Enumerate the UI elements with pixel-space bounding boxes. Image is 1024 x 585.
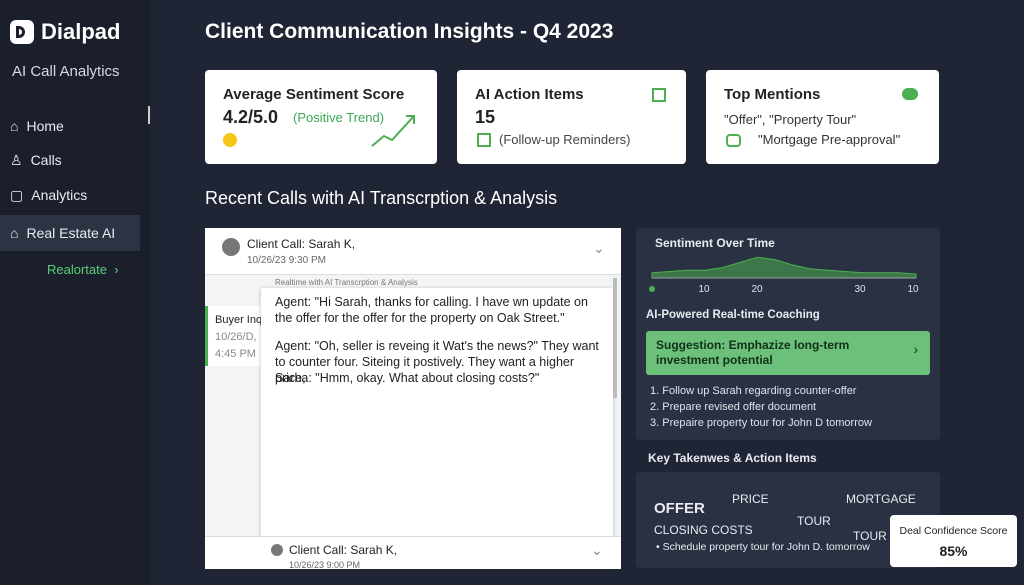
avatar [222,238,240,256]
word: PRICE [732,492,769,506]
call-date: 10/26/23 9:00 PM [289,560,361,570]
nav-label[interactable]: Real Estate AI [26,225,116,241]
brand: Dialpad [41,19,121,44]
card: Average Sentiment Score 4.2/5.0 (Positiv… [205,70,437,164]
x-tick-label: 30 [854,284,866,295]
list-item-date: 10/26/D, [215,331,257,343]
step: 2. Prepare revised offer document [650,401,817,413]
logo [10,20,34,44]
transcript-line: Agent: "Oh, seller is reveing it Wat's t… [275,339,599,385]
takeaways-panel [636,472,940,568]
origin-dot [649,286,655,292]
card-title: Average Sentiment Score [223,86,405,103]
card: Top Mentions "Offer", "Property Tour" "M… [706,70,939,164]
nav-label[interactable]: Calls [30,152,62,168]
list-item-title: Buyer Inq [215,314,263,326]
word: OFFER [654,500,705,517]
word: MORTGAGE [846,492,916,506]
nav-item-active[interactable]: ⌂ Real Estate AI [0,215,140,251]
check-icon [477,133,491,147]
divider [148,106,150,124]
nav-label[interactable]: Analytics [31,187,88,203]
card-title: AI Action Items [475,86,584,103]
card-title: Top Mentions [724,86,821,103]
call-date: 10/26/23 9:30 PM [247,255,326,266]
emoji-icon [223,133,237,147]
confidence-value: 85% [939,543,968,559]
call-title: Client Call: Sarah K, [247,237,356,251]
chat-icon [902,88,918,100]
chevron[interactable]: ⌄ [593,240,605,256]
nav-item[interactable]: ▢ Analytics [10,186,88,204]
sidebar [0,0,150,585]
caption: Realtime with AI Transcrption & Analysis [275,278,418,287]
step: 1. Follow up Sarah regarding counter-off… [650,385,857,397]
avatar [271,544,283,556]
call-footer[interactable] [205,536,621,569]
page-title: Client Communication Insights - Q4 2023 [205,20,614,43]
word: TOUR [797,514,831,528]
x-tick-label: 10 [698,284,710,295]
call-panel: Client Call: Sarah K, 10/26/23 9:30 PM ⌄… [205,228,621,570]
section-title: Recent Calls with AI Transcrption & Anal… [205,188,558,208]
call-title: Client Call: Sarah K, [289,543,398,557]
sub-link-label[interactable]: Realortate [47,262,107,277]
call-header[interactable] [205,228,621,275]
card-value: 15 [475,107,496,127]
list-item-time: 4:45 PM [215,348,256,360]
transcript-line: Sarha: "Hmm, okay. What about closing co… [275,371,540,385]
transcript-line: Agent: "Hi Sarah, thanks for calling. I … [275,295,588,325]
sidebar-subtitle: AI Call Analytics [12,63,120,80]
word: TOUR [853,529,887,543]
x-tick-label: 10 [907,284,919,295]
x-tick-label: 20 [751,284,763,295]
sentiment-chart: 10 20 30 10 [649,256,919,295]
card: AI Action Items 15 (Follow-up Reminders) [457,70,686,164]
trend-icon [371,115,415,147]
mention: "Offer", "Property Tour" [724,112,857,127]
suggestion[interactable]: Suggestion: Emphazize long-term investme… [646,331,930,375]
takeaways-title: Key Takenwes & Action Items [648,451,817,465]
suggestion-text: Suggestion: Emphazize long-term investme… [656,338,850,367]
card-value: 4.2/5.0 [223,107,279,127]
card-note: (Positive Trend) [293,110,385,125]
chevron[interactable]: ⌄ [591,542,603,558]
check-icon [652,88,666,102]
card-note: (Follow-up Reminders) [499,132,631,147]
nav-item[interactable]: ♙ Calls [10,151,62,169]
step: 3. Prepaire property tour for John D tom… [650,417,872,429]
confidence-card: Deal Confidence Score 85% [890,515,1017,567]
mention: "Mortgage Pre-approval" [758,132,901,147]
coaching-title: AI-Powered Real-time Coaching [646,309,820,321]
confidence-label: Deal Confidence Score [899,525,1008,537]
nav-label[interactable]: Home [26,118,64,134]
bullet: • Schedule property tour for John D. tom… [656,541,870,553]
word: CLOSING COSTS [654,523,753,537]
chat-icon [726,134,741,147]
chart-title: Sentiment Over Time [655,236,775,250]
area [651,256,917,279]
list-item[interactable] [205,306,268,366]
sub-link[interactable]: Realortate › [47,262,119,277]
nav-item[interactable]: ⌂ Home [10,118,64,134]
scrollbar [613,278,617,398]
transcript: Agent: "Hi Sarah, thanks for calling. I … [261,288,613,538]
